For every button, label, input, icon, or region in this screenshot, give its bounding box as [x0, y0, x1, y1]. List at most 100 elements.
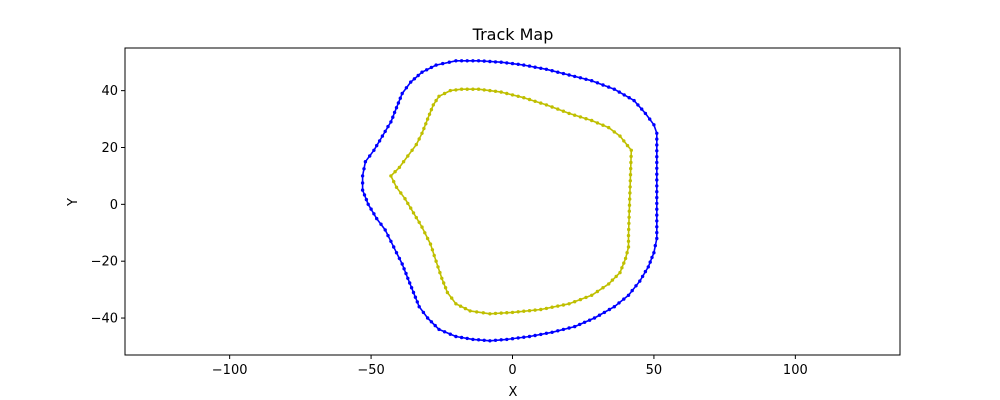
series-0-point-2	[655, 143, 659, 147]
series-0-point-85	[379, 222, 383, 226]
series-0-point-123	[465, 59, 469, 63]
series-1-point-17	[539, 101, 543, 105]
plot-area	[360, 59, 659, 343]
series-0-point-87	[372, 212, 376, 216]
series-0-point-43	[556, 329, 560, 333]
series-1-point-11	[573, 113, 577, 117]
series-1-point-95	[567, 302, 571, 306]
series-0-point-15	[655, 219, 659, 223]
series-1-point-81	[488, 312, 492, 316]
series-1-point-23	[505, 91, 509, 96]
series-1-point-52	[392, 179, 396, 184]
series-1-point-78	[468, 309, 472, 313]
series-1-point-67	[434, 259, 438, 263]
series-0-point-155	[640, 107, 644, 111]
series-1-point-101	[601, 286, 605, 290]
series-0-point-153	[632, 98, 636, 103]
series-1-point-13	[561, 109, 566, 113]
series-1-point-107	[622, 261, 626, 265]
series-1-point-0	[629, 148, 633, 152]
series-0-point-104	[389, 120, 393, 124]
series-1-point-56	[406, 201, 410, 206]
series-0-point-78	[400, 262, 404, 266]
series-0-point-107	[394, 106, 399, 110]
series-1-point-96	[573, 300, 577, 304]
series-0-point-156	[643, 111, 648, 116]
series-1-point-3	[618, 134, 622, 138]
series-0-point-105	[391, 115, 395, 119]
series-0-point-9	[655, 184, 659, 188]
series-1-point-51	[389, 174, 393, 178]
series-0-point-125	[476, 59, 481, 63]
series-1-point-89	[533, 308, 537, 312]
series-0-point-94	[360, 174, 365, 178]
series-0-point-120	[447, 60, 451, 64]
series-0-point-34	[602, 310, 607, 315]
series-0-point-8	[655, 178, 659, 182]
x-axis-label: X	[509, 385, 518, 400]
series-0-point-23	[646, 265, 650, 269]
y-axis-label: Y	[66, 198, 81, 207]
series-0-point-96	[363, 160, 368, 164]
series-1-point-40	[425, 117, 430, 121]
series-0-point-92	[360, 188, 365, 192]
series-0-point-33	[607, 307, 612, 312]
series-0-point-50	[516, 336, 520, 340]
series-0-point-98	[372, 148, 376, 152]
series-1-point-62	[423, 231, 427, 235]
series-1-point-68	[436, 265, 440, 269]
series-0-point-40	[573, 324, 577, 329]
series-1-point-76	[458, 304, 463, 308]
series-1-point-47	[406, 154, 410, 158]
series-1-point-7	[595, 121, 600, 125]
series-0-point-152	[627, 96, 631, 100]
series-1-point-80	[481, 311, 485, 315]
series-1-point-83	[499, 311, 503, 315]
series-1-point-86	[516, 310, 520, 314]
series-0-point-28	[630, 288, 634, 293]
series-1-point-115	[627, 215, 631, 219]
x-tick-label: −50	[357, 363, 384, 378]
series-1-point-55	[403, 197, 407, 201]
series-0-point-27	[634, 284, 638, 288]
series-1-point-110	[626, 245, 631, 249]
series-1-point-54	[399, 191, 403, 195]
series-0-point-1	[655, 137, 659, 141]
series-1-point-19	[527, 97, 532, 102]
series-1-point-119	[628, 191, 632, 195]
series-0-point-63	[442, 330, 447, 334]
series-1-point-111	[626, 239, 631, 243]
series-0-point-36	[592, 316, 597, 320]
series-0-point-110	[400, 91, 404, 96]
series-0-point-67	[425, 316, 430, 320]
series-0-point-147	[601, 83, 605, 87]
series-1-point-92	[550, 305, 554, 309]
series-1-point-18	[533, 99, 537, 104]
series-0-point-117	[429, 65, 434, 70]
series-1-point-75	[454, 302, 458, 306]
series-0-point-124	[471, 59, 475, 63]
axis-ticks: −100 −50 0 50 100 −40 −20 0 20 40	[91, 84, 808, 378]
series-1-point-79	[475, 310, 479, 314]
series-0-point-24	[643, 269, 648, 274]
series-1-point-116	[627, 209, 631, 213]
series-0-point-84	[383, 228, 387, 232]
series-1-point-1	[625, 143, 630, 148]
series-0-point-10	[655, 190, 659, 194]
series-0-point-121	[454, 59, 458, 63]
series-0-point-129	[499, 60, 503, 64]
series-0-point-118	[434, 63, 438, 67]
series-1-point-122	[628, 173, 633, 177]
series-0-point-86	[375, 216, 379, 221]
series-0-point-31	[617, 301, 621, 305]
series-1-point-71	[442, 281, 446, 285]
series-0-point-151	[622, 93, 626, 97]
series-1-point-49	[397, 165, 402, 170]
series-0-point-114	[416, 73, 420, 78]
series-0-point-149	[612, 87, 616, 91]
y-tick-label: −20	[91, 255, 118, 270]
series-1-point-124	[629, 160, 633, 165]
series-0-point-6	[655, 166, 659, 170]
series-0-point-62	[448, 332, 452, 336]
series-0-point-7	[655, 172, 659, 176]
